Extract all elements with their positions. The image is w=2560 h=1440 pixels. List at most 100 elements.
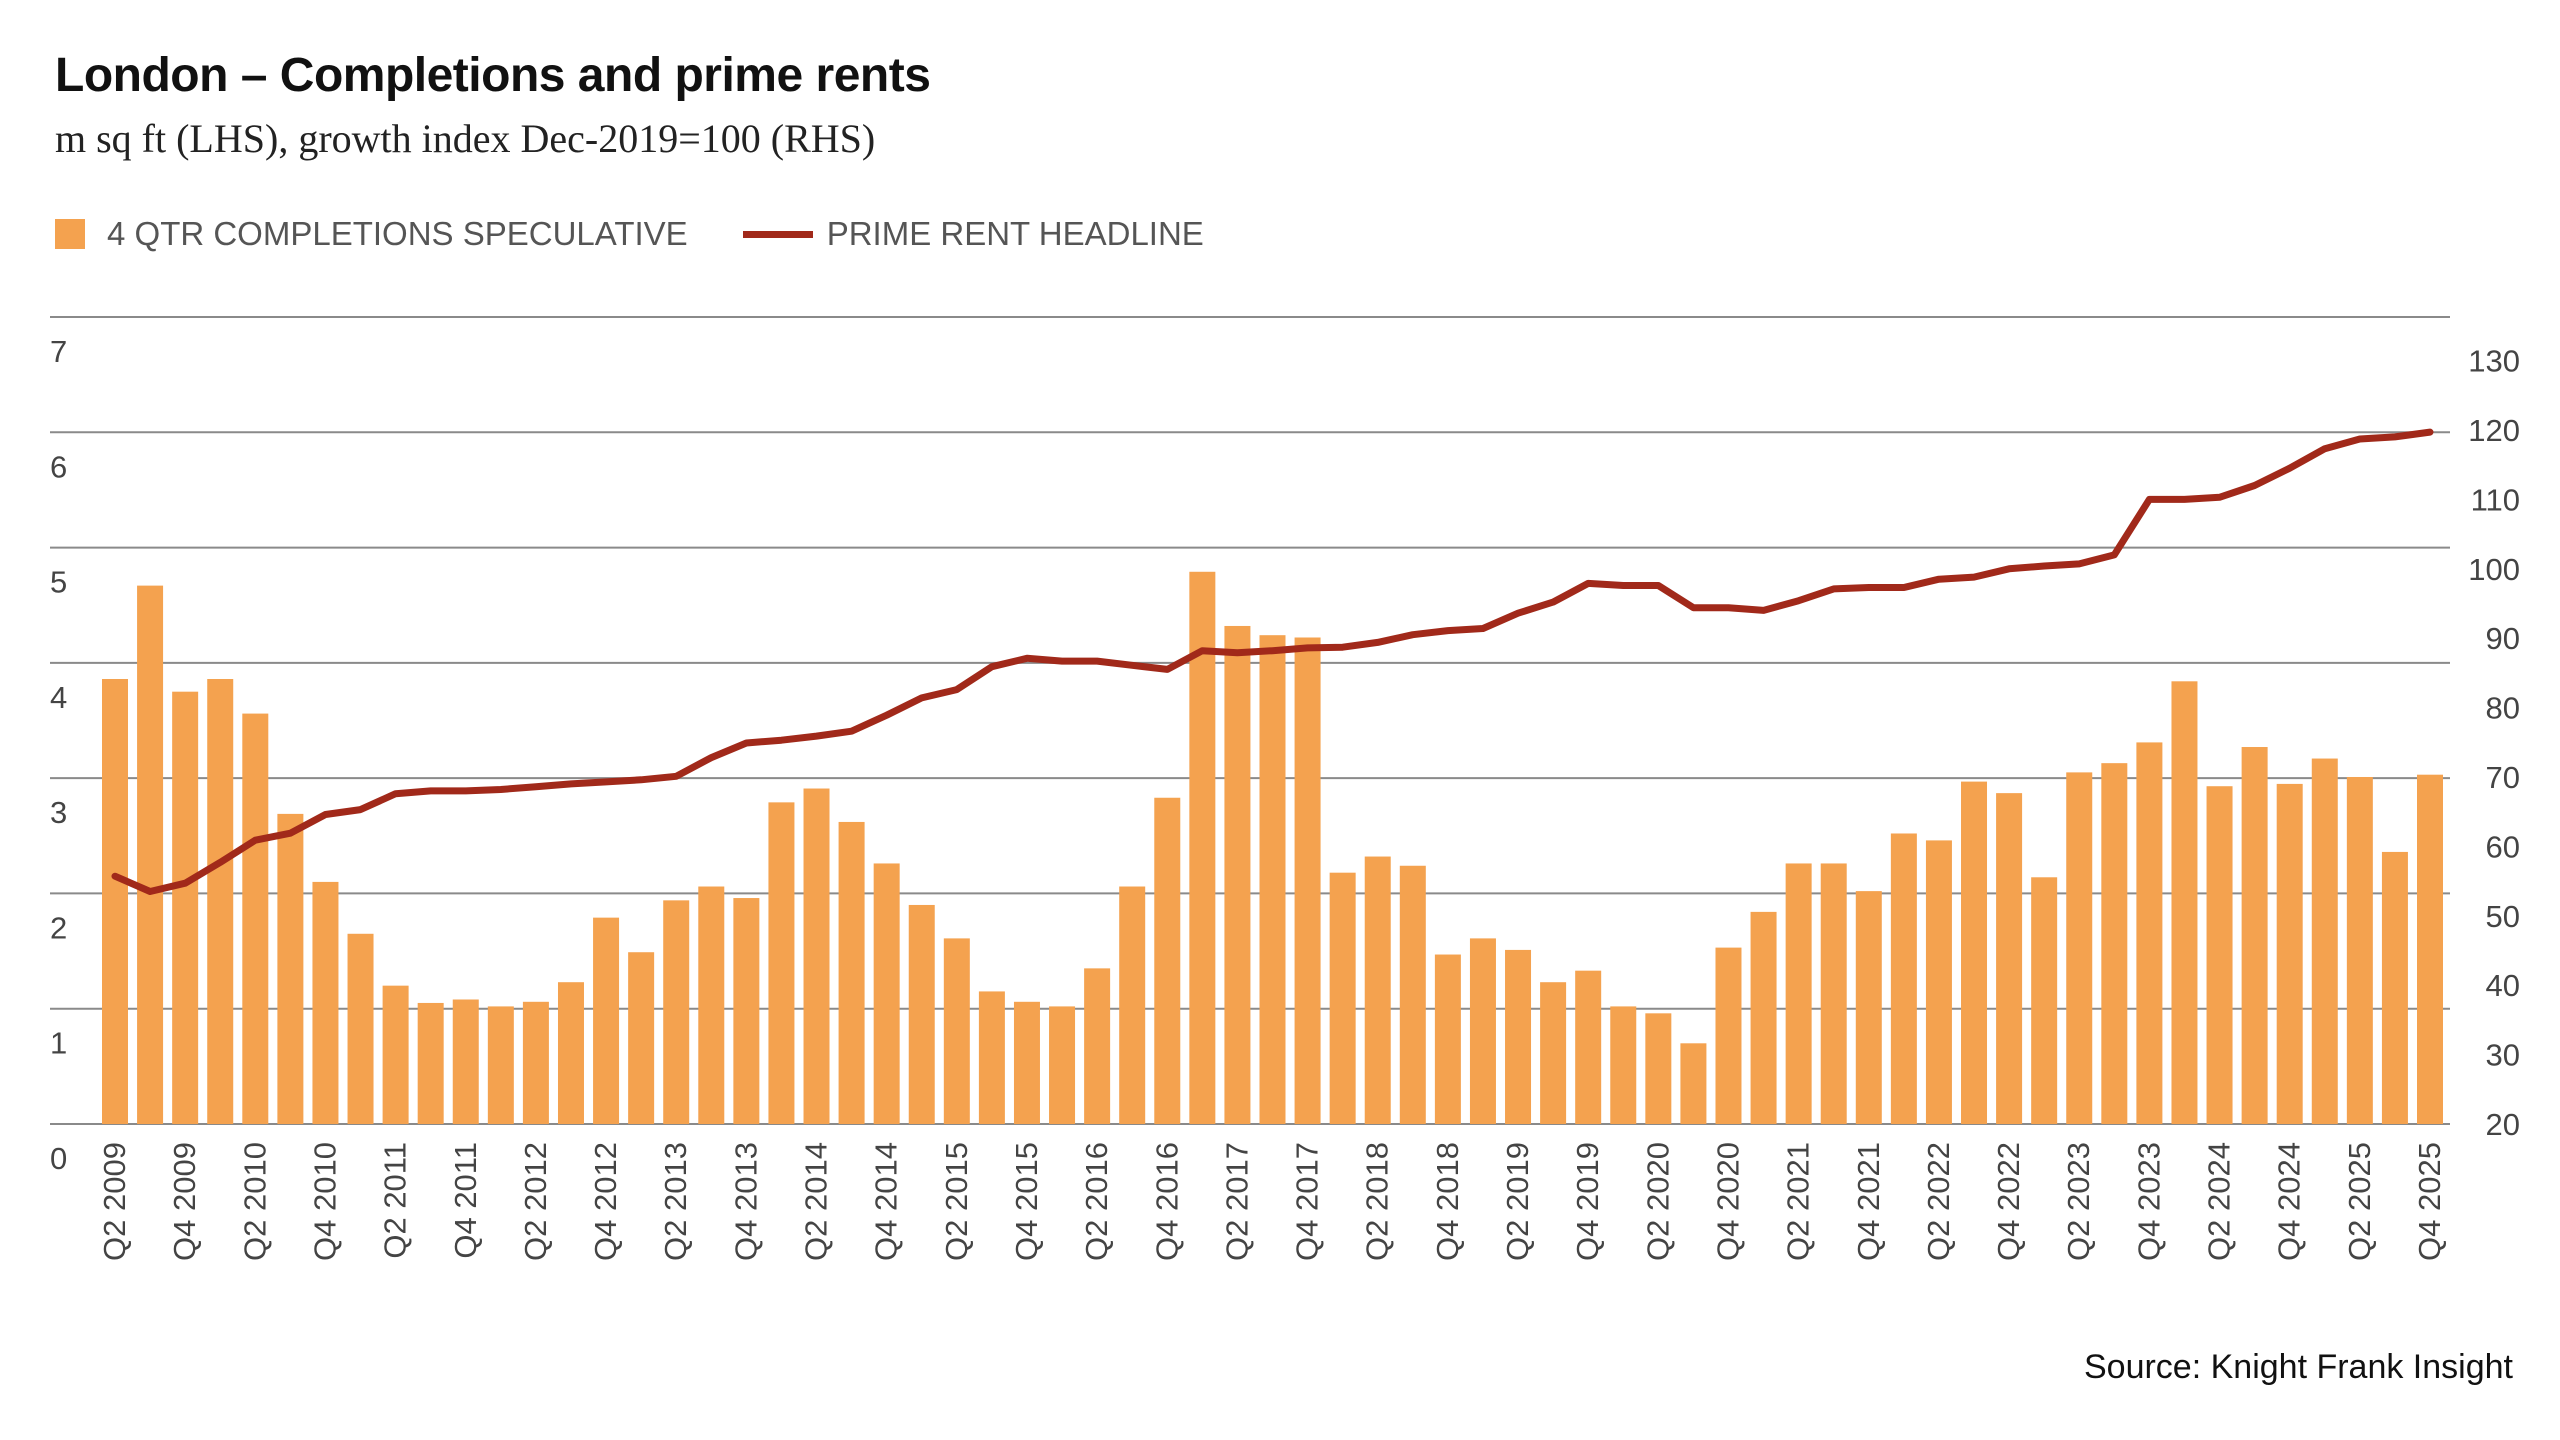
- x-tick-label: Q2 2020: [1640, 1142, 1675, 1261]
- x-tick-label: Q4 2020: [1710, 1142, 1745, 1261]
- x-tick-label: Q4 2014: [869, 1142, 904, 1261]
- x-tick-label: Q2 2022: [1921, 1142, 1956, 1261]
- bar-q1-2018: [1329, 872, 1356, 1124]
- x-tick-label: Q4 2012: [588, 1142, 623, 1261]
- bar-q2-2010: [242, 713, 269, 1124]
- bar-q3-2021: [1820, 863, 1847, 1124]
- bar-q4-2024: [2276, 783, 2303, 1124]
- bar-q3-2009: [137, 585, 164, 1124]
- bar-q4-2011: [452, 999, 479, 1124]
- bar-q4-2019: [1575, 970, 1602, 1124]
- legend: 4 QTR COMPLETIONS SPECULATIVE PRIME RENT…: [55, 215, 1259, 253]
- bar-q2-2023: [2066, 772, 2093, 1124]
- x-tick-label: Q4 2013: [728, 1142, 763, 1261]
- x-tick-label: Q4 2025: [2412, 1142, 2447, 1261]
- x-tick-label: Q2 2015: [939, 1142, 974, 1261]
- bar-q1-2021: [1750, 911, 1777, 1124]
- bar-q1-2023: [2031, 877, 2058, 1124]
- y-left-tick-label: 3: [50, 795, 67, 830]
- y-left-tick-label: 5: [50, 565, 67, 600]
- y-left-tick-label: 1: [50, 1026, 67, 1061]
- legend-swatch-bar: [55, 219, 85, 249]
- bar-q3-2014: [838, 821, 865, 1124]
- bar-q3-2015: [978, 991, 1005, 1124]
- chart-title: London – Completions and prime rents: [55, 49, 931, 102]
- bar-q1-2025: [2311, 758, 2338, 1124]
- bar-q2-2009: [102, 678, 128, 1124]
- bar-q4-2025: [2417, 774, 2443, 1124]
- bar-q3-2025: [2381, 851, 2408, 1124]
- bar-q4-2023: [2136, 742, 2163, 1124]
- bar-q2-2011: [382, 985, 409, 1124]
- bar-q3-2019: [1540, 982, 1567, 1124]
- y-left-tick-label: 4: [50, 680, 67, 715]
- bar-q2-2012: [522, 1001, 549, 1124]
- bar-q4-2013: [733, 898, 760, 1124]
- bar-q2-2013: [663, 900, 690, 1124]
- x-tick-label: Q4 2022: [1991, 1142, 2026, 1261]
- x-tick-label: Q2 2014: [799, 1142, 834, 1261]
- bar-q2-2017: [1224, 625, 1251, 1124]
- x-tick-label: Q2 2017: [1219, 1142, 1254, 1261]
- x-tick-label: Q2 2013: [658, 1142, 693, 1261]
- x-tick-label: Q4 2016: [1149, 1142, 1184, 1261]
- y-right-tick-label: 30: [2486, 1038, 2520, 1073]
- x-tick-label: Q2 2012: [518, 1142, 553, 1261]
- y-right-tick-label: 100: [2468, 552, 2520, 587]
- y-right-tick-label: 90: [2486, 621, 2520, 656]
- bar-q3-2024: [2241, 747, 2268, 1124]
- x-tick-label: Q2 2019: [1500, 1142, 1535, 1261]
- bar-q2-2015: [943, 938, 970, 1124]
- y-right-tick-label: 120: [2468, 413, 2520, 448]
- bar-q2-2022: [1925, 840, 1952, 1124]
- x-tick-label: Q2 2018: [1360, 1142, 1395, 1261]
- y-right-tick-label: 80: [2486, 691, 2520, 726]
- y-left-tick-label: 0: [50, 1141, 67, 1176]
- y-right-tick-label: 40: [2486, 968, 2520, 1003]
- x-tick-label: Q4 2017: [1290, 1142, 1325, 1261]
- bar-q3-2018: [1399, 865, 1426, 1124]
- y-right-tick-label: 20: [2486, 1107, 2520, 1142]
- bar-q1-2012: [487, 1006, 514, 1124]
- bar-q3-2017: [1259, 635, 1286, 1124]
- bar-q4-2015: [1013, 1001, 1040, 1124]
- bar-q3-2011: [417, 1002, 444, 1124]
- x-tick-label: Q2 2025: [2342, 1142, 2377, 1261]
- x-tick-label: Q4 2024: [2272, 1142, 2307, 1261]
- bar-q4-2016: [1154, 797, 1181, 1124]
- bar-q3-2023: [2101, 763, 2128, 1124]
- legend-swatch-line: [742, 230, 813, 238]
- y-left-tick-label: 6: [50, 449, 67, 484]
- legend-item-prime-rent: PRIME RENT HEADLINE: [742, 215, 1204, 253]
- bar-q3-2016: [1119, 886, 1146, 1124]
- y-right-tick-label: 70: [2486, 760, 2520, 795]
- bar-q3-2020: [1680, 1043, 1707, 1124]
- bar-q1-2022: [1890, 833, 1917, 1124]
- bar-q2-2020: [1645, 1013, 1672, 1124]
- bar-q2-2025: [2346, 776, 2373, 1124]
- bar-q4-2012: [593, 917, 620, 1124]
- y-left-tick-label: 2: [50, 910, 67, 945]
- x-tick-label: Q2 2010: [237, 1142, 272, 1261]
- x-tick-label: Q4 2018: [1430, 1142, 1465, 1261]
- bar-q1-2020: [1610, 1006, 1637, 1124]
- bar-q3-2022: [1961, 781, 1988, 1124]
- x-tick-label: Q4 2010: [307, 1142, 342, 1261]
- source-note: Source: Knight Frank Insight: [2083, 1348, 2513, 1386]
- x-tick-label: Q2 2023: [2061, 1142, 2096, 1261]
- bar-q2-2024: [2206, 786, 2233, 1124]
- bar-q1-2014: [768, 802, 795, 1124]
- bar-q1-2024: [2171, 681, 2198, 1124]
- bar-q4-2021: [1855, 891, 1882, 1124]
- bar-q4-2018: [1434, 954, 1461, 1124]
- bar-q4-2010: [312, 881, 339, 1124]
- x-tick-label: Q4 2015: [1009, 1142, 1044, 1261]
- x-tick-label: Q4 2011: [448, 1142, 483, 1259]
- bar-q2-2021: [1785, 863, 1812, 1124]
- x-tick-label: Q2 2009: [97, 1142, 132, 1261]
- bar-q1-2017: [1189, 571, 1216, 1124]
- y-left-tick-label: 7: [50, 334, 67, 369]
- bar-q4-2014: [873, 863, 900, 1124]
- bar-q2-2014: [803, 788, 830, 1124]
